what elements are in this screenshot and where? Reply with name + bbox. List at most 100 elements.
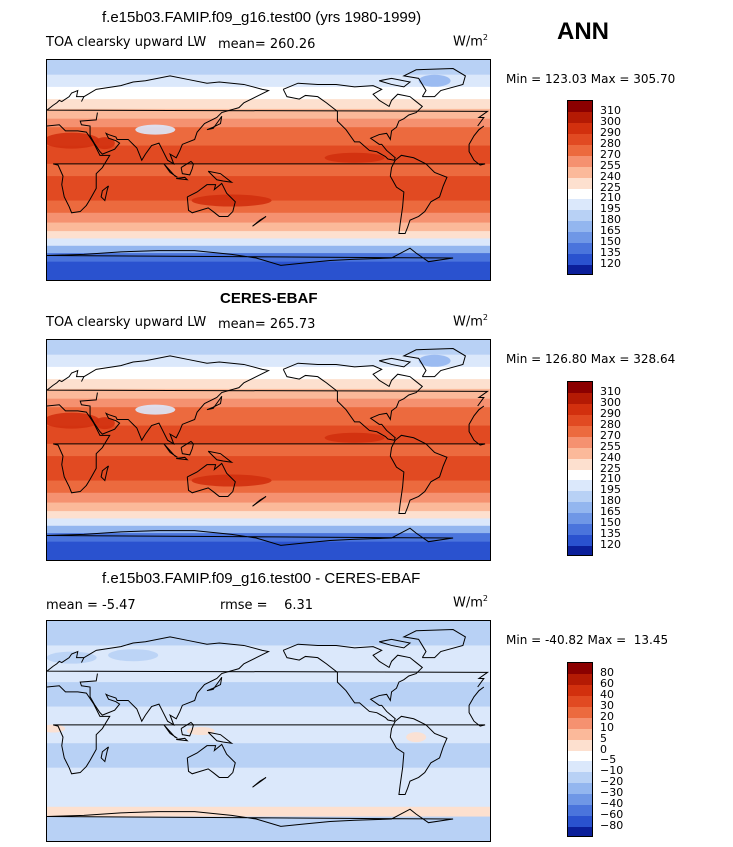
panel3-mean: mean = -5.47 — [46, 598, 136, 613]
coastline — [389, 715, 448, 796]
panel2-units: W/m2 — [453, 313, 488, 330]
season-label: ANN — [557, 18, 609, 45]
colorbar-tick-label: 135 — [600, 246, 621, 260]
map-feature — [406, 732, 427, 743]
colorbar-tick-label: 210 — [600, 191, 621, 205]
coastline — [389, 154, 448, 235]
colorbar-swatch — [568, 761, 592, 773]
colorbar-swatch — [568, 210, 592, 222]
colorbar-tick-label: 310 — [600, 103, 621, 117]
map-band — [47, 366, 490, 380]
coastline — [47, 369, 490, 407]
colorbar-swatch — [568, 739, 592, 751]
colorbar-swatch — [568, 221, 592, 233]
map-band — [47, 212, 490, 224]
panel1-colorbar-ticks: 310 300 290 280 270 255 240 225 210 195 180 165 150 1… — [600, 100, 640, 275]
colorbar-tick-label: 165 — [600, 505, 621, 519]
colorbar-swatch — [568, 254, 592, 266]
coastline — [186, 182, 236, 217]
coastline — [207, 731, 234, 744]
coastline — [180, 721, 194, 737]
coastline — [180, 440, 194, 456]
colorbar-swatch — [568, 805, 592, 817]
coastline — [79, 636, 271, 727]
map-feature — [108, 649, 159, 662]
coastline — [402, 68, 466, 98]
map-feature — [191, 474, 272, 487]
colorbar-swatch — [568, 403, 592, 415]
colorbar-swatch — [568, 133, 592, 145]
map-band — [47, 645, 490, 683]
map-feature — [47, 412, 100, 429]
coastline — [176, 737, 189, 742]
colorbar-tick-label: 180 — [600, 213, 621, 227]
colorbar-swatch — [568, 783, 592, 795]
map-band — [47, 200, 490, 214]
map-feature — [94, 137, 115, 150]
coastline — [186, 743, 236, 778]
colorbar-swatch — [568, 382, 592, 393]
colorbar-tick-label: 300 — [600, 114, 621, 128]
map-band — [47, 456, 490, 482]
coastline — [47, 527, 454, 546]
colorbar-tick-label: 150 — [600, 516, 621, 530]
panel3-colorbar — [567, 662, 593, 837]
map-band — [47, 222, 490, 232]
colorbar-swatch — [568, 177, 592, 189]
map-field — [47, 340, 490, 560]
coastline — [206, 676, 223, 692]
map-feature — [135, 124, 176, 135]
map-band — [47, 533, 490, 543]
colorbar-swatch — [568, 155, 592, 167]
colorbar-tick-label: 165 — [600, 224, 621, 238]
map-band — [47, 60, 490, 76]
colorbar-tick-label: 280 — [600, 136, 621, 150]
panel2-colorbar — [567, 381, 593, 556]
map-feature — [418, 74, 451, 87]
colorbar-tick-label: 30 — [600, 698, 614, 712]
map-band — [47, 99, 490, 110]
map-feature — [47, 132, 100, 149]
panel3-map — [46, 620, 491, 842]
colorbar-swatch — [568, 491, 592, 503]
map-band — [47, 816, 490, 841]
map-band — [47, 118, 490, 128]
map-band — [47, 525, 490, 534]
colorbar-swatch — [568, 750, 592, 762]
coastline — [379, 638, 412, 649]
map-band — [47, 682, 490, 708]
map-field — [47, 621, 490, 841]
colorbar-tick-label: 60 — [600, 676, 614, 690]
panel1-units: W/m2 — [453, 33, 488, 50]
colorbar-swatch — [568, 524, 592, 536]
colorbar-swatch — [568, 122, 592, 134]
colorbar-tick-label: 210 — [600, 472, 621, 486]
colorbar-tick-label: 40 — [600, 687, 614, 701]
panel1-title: f.e15b03.FAMIP.f09_g16.test00 (yrs 1980-… — [102, 9, 422, 26]
colorbar-tick-label: 290 — [600, 125, 621, 139]
colorbar-tick-label: 20 — [600, 709, 614, 723]
colorbar-tick-label: −20 — [600, 775, 624, 789]
panel2-map — [46, 339, 491, 561]
coastline — [176, 176, 189, 181]
coastline — [206, 395, 223, 411]
map-feature — [47, 724, 66, 733]
colorbar-swatch — [568, 480, 592, 492]
coastline — [252, 777, 267, 788]
map-band — [47, 743, 490, 769]
colorbar-swatch — [568, 265, 592, 274]
colorbar-swatch — [568, 684, 592, 696]
colorbar-swatch — [568, 414, 592, 426]
colorbar-tick-label: 5 — [600, 731, 607, 745]
coastline — [207, 450, 234, 463]
map-feature — [135, 404, 176, 415]
colorbar-tick-label: 80 — [600, 665, 614, 679]
colorbar-tick-label: −40 — [600, 797, 624, 811]
colorbar-swatch — [568, 663, 592, 674]
coastline — [47, 404, 486, 494]
colorbar-swatch — [568, 513, 592, 525]
colorbar-tick-label: 255 — [600, 439, 621, 453]
coastline — [379, 357, 412, 368]
map-band — [47, 480, 490, 494]
colorbar-tick-label: 270 — [600, 147, 621, 161]
